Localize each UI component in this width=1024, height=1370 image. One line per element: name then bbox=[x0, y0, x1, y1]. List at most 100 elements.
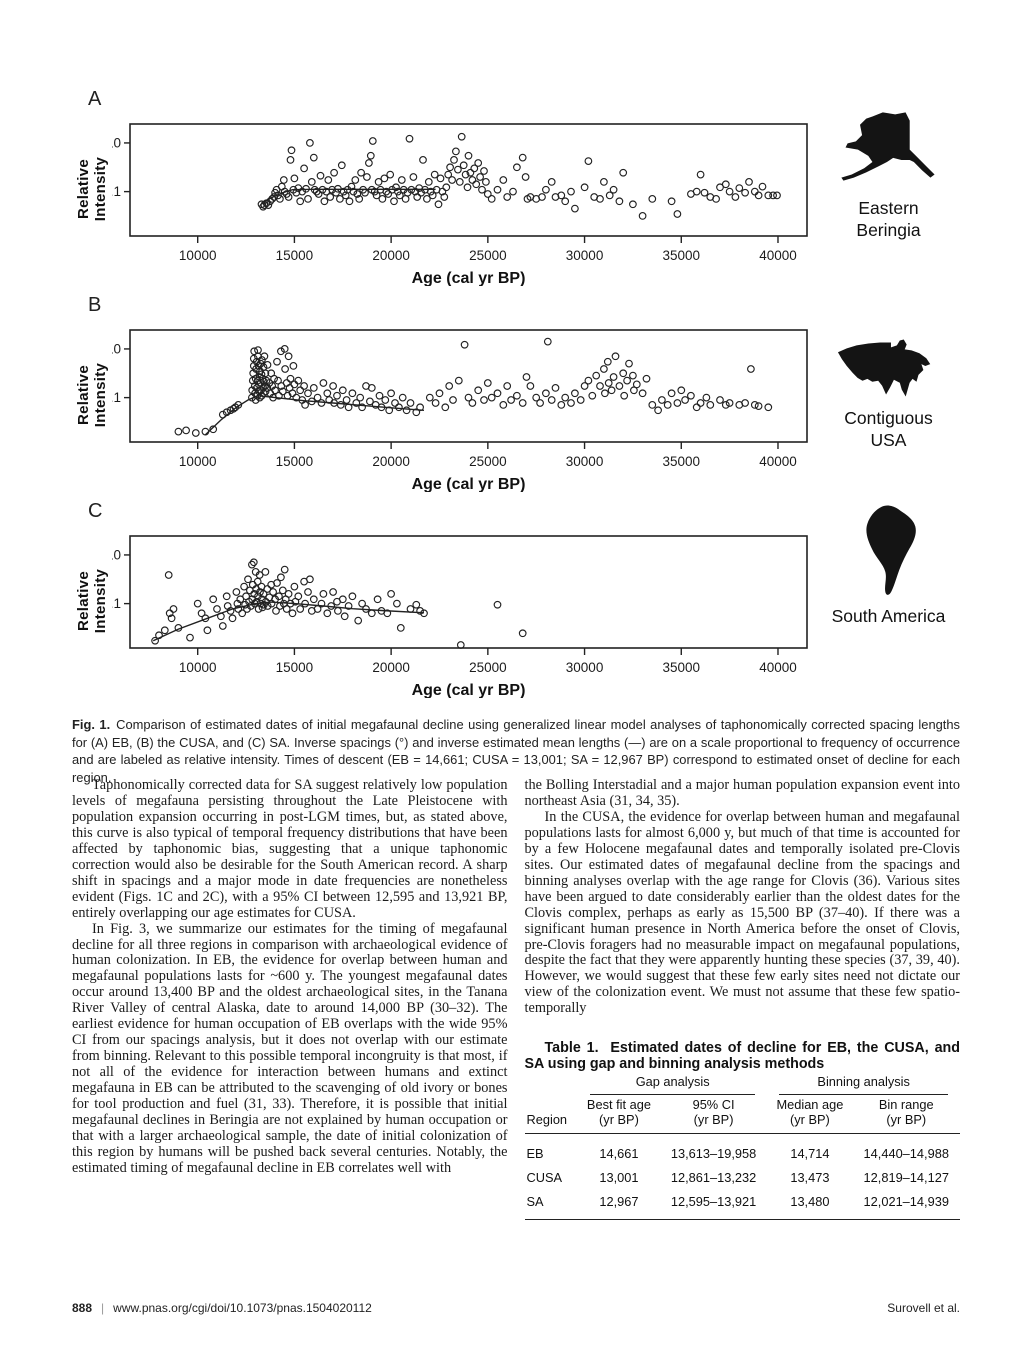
paragraph: In Fig. 3, we summarize our estimates fo… bbox=[72, 920, 508, 1176]
page-number: 888 bbox=[72, 1301, 93, 1315]
table-title-text: Estimated dates of decline for EB, the C… bbox=[524, 1040, 961, 1073]
svg-text:20000: 20000 bbox=[372, 454, 410, 469]
region-label-contiguous-usa: Contiguous USA bbox=[844, 408, 933, 450]
table-1-grid: Gap analysis Binning analysis Region Bes… bbox=[524, 1073, 961, 1221]
map-col-c: South America bbox=[817, 500, 960, 702]
y-axis-label-c: Relative Intensity bbox=[75, 568, 109, 634]
paragraph: In the CUSA, the evidence for overlap be… bbox=[524, 808, 961, 1017]
cell-best-fit: 12,967 bbox=[578, 1189, 660, 1221]
y-axis-label-wrap-a: Relative Intensity bbox=[72, 88, 112, 290]
panel-letter-c: C bbox=[88, 500, 103, 522]
svg-text:40000: 40000 bbox=[759, 248, 797, 263]
svg-text:35000: 35000 bbox=[662, 248, 700, 263]
svg-text:0.1: 0.1 bbox=[112, 184, 121, 199]
cell-median: 13,473 bbox=[790, 1169, 830, 1185]
contiguous-usa-map-icon bbox=[837, 339, 930, 397]
svg-text:0.1: 0.1 bbox=[112, 390, 121, 405]
table-1: Table 1. Estimated dates of decline for … bbox=[524, 1040, 961, 1221]
table-label: Table 1. bbox=[544, 1040, 599, 1057]
svg-text:Age (cal yr BP): Age (cal yr BP) bbox=[412, 682, 526, 698]
paragraph: the Bolling Interstadial and a major hum… bbox=[524, 777, 961, 809]
panel-letter-b: B bbox=[88, 294, 102, 316]
figure-caption: Fig. 1. Comparison of estimated dates of … bbox=[72, 716, 960, 787]
svg-text:10000: 10000 bbox=[179, 454, 217, 469]
south-america-map-icon bbox=[865, 505, 916, 595]
cell-region: EB bbox=[526, 1145, 544, 1161]
table-title: Table 1. Estimated dates of decline for … bbox=[524, 1040, 961, 1073]
svg-text:Age (cal yr BP): Age (cal yr BP) bbox=[412, 476, 526, 492]
table-group-gap-analysis: Gap analysis bbox=[578, 1073, 767, 1096]
y-axis-label-wrap-c: Relative Intensity bbox=[72, 500, 112, 702]
svg-text:20000: 20000 bbox=[372, 660, 410, 675]
col-header-best-fit-age: Best fit age (yr BP) bbox=[578, 1096, 660, 1135]
chart-col-c: 10 0.1 10000 15000 20000 25000 30000 35000 40000… bbox=[112, 500, 817, 702]
scatter-plot-contiguous-usa: 10 0.1 10000 15000 20000 25000 30000 35000 40000… bbox=[112, 329, 808, 492]
table-group-header-row: Gap analysis Binning analysis bbox=[525, 1073, 961, 1096]
cell-bin-range: 12,021–14,939 bbox=[852, 1189, 960, 1221]
svg-text:Age (cal yr BP): Age (cal yr BP) bbox=[412, 270, 526, 286]
table-group-binning-analysis: Binning analysis bbox=[767, 1073, 960, 1096]
svg-text:25000: 25000 bbox=[469, 248, 507, 263]
region-label-eastern-beringia: Eastern Beringia bbox=[856, 198, 921, 240]
svg-text:10: 10 bbox=[112, 341, 121, 356]
figure-caption-text: Comparison of estimated dates of initial… bbox=[72, 717, 960, 786]
svg-text:15000: 15000 bbox=[276, 660, 314, 675]
footer-authors: Surovell et al. bbox=[887, 1301, 960, 1315]
svg-text:20000: 20000 bbox=[372, 248, 410, 263]
scatter-plot-eastern-beringia: 10 0.1 10000 15000 20000 25000 30000 35000 40000… bbox=[112, 123, 808, 286]
cell-region: SA bbox=[524, 1189, 579, 1221]
cell-ci: 12,595–13,921 bbox=[659, 1189, 768, 1221]
cell-best-fit: 14,661 bbox=[599, 1145, 639, 1161]
svg-text:40000: 40000 bbox=[759, 454, 797, 469]
cell-median: 14,714 bbox=[790, 1145, 830, 1161]
chart-col-a: 10 0.1 10000 15000 20000 25000 30000 35000 40000… bbox=[112, 88, 817, 290]
y-axis-label-wrap-b: Relative Intensity bbox=[72, 294, 112, 496]
svg-text:15000: 15000 bbox=[276, 454, 314, 469]
figure-caption-label: Fig. 1. bbox=[72, 717, 111, 732]
article-body: Taphonomically corrected data for SA sug… bbox=[72, 777, 961, 1221]
figure-panel-a: A Relative Intensity 10 0.1 10000 15000 2000… bbox=[72, 88, 960, 290]
table-row: EB 14,661 13,613–19,958 14,714 14,440–14… bbox=[525, 1134, 961, 1166]
map-col-a: Eastern Beringia bbox=[817, 88, 960, 290]
col-header-median-age: Median age (yr BP) bbox=[767, 1096, 853, 1135]
alaska-map-icon bbox=[840, 112, 935, 181]
col-header-region: Region bbox=[524, 1096, 579, 1135]
left-column: Taphonomically corrected data for SA sug… bbox=[72, 777, 508, 1220]
cell-region: CUSA bbox=[526, 1169, 563, 1185]
cell-ci: 12,861–13,232 bbox=[670, 1169, 757, 1185]
svg-text:10: 10 bbox=[112, 135, 121, 150]
cell-median: 13,480 bbox=[767, 1189, 853, 1221]
svg-text:10000: 10000 bbox=[179, 248, 217, 263]
table-row: SA 12,967 12,595–13,921 13,480 12,021–14… bbox=[524, 1189, 960, 1221]
map-col-b: Contiguous USA bbox=[817, 294, 960, 496]
cell-ci: 13,613–19,958 bbox=[670, 1145, 757, 1161]
svg-text:25000: 25000 bbox=[469, 660, 507, 675]
panel-letter-a: A bbox=[88, 88, 102, 110]
figure-panel-c: C Relative Intensity 10 0.1 10000 15000 2000… bbox=[72, 500, 960, 702]
cell-bin-range: 14,440–14,988 bbox=[863, 1145, 949, 1161]
y-axis-label-a: Relative Intensity bbox=[75, 156, 109, 222]
paragraph: Taphonomically corrected data for SA sug… bbox=[72, 777, 508, 921]
footer-separator: | bbox=[101, 1301, 105, 1315]
region-label-south-america: South America bbox=[831, 606, 946, 626]
table-group-empty bbox=[525, 1073, 579, 1096]
footer-doi: www.pnas.org/cgi/doi/10.1073/pnas.150402… bbox=[113, 1301, 372, 1315]
right-column: the Bolling Interstadial and a major hum… bbox=[524, 777, 961, 1221]
svg-text:10000: 10000 bbox=[179, 660, 217, 675]
svg-text:10: 10 bbox=[112, 547, 121, 562]
chart-col-b: 10 0.1 10000 15000 20000 25000 30000 35000 40000… bbox=[112, 294, 817, 496]
svg-text:15000: 15000 bbox=[276, 248, 314, 263]
svg-text:30000: 30000 bbox=[566, 454, 604, 469]
scatter-plot-south-america: 10 0.1 10000 15000 20000 25000 30000 35000 40000… bbox=[112, 535, 808, 698]
figure-1: A Relative Intensity 10 0.1 10000 15000 2000… bbox=[72, 88, 960, 706]
svg-text:0.1: 0.1 bbox=[112, 596, 121, 611]
col-header-bin-range: Bin range (yr BP) bbox=[852, 1096, 960, 1135]
table-row: CUSA 13,001 12,861–13,232 13,473 12,819–… bbox=[525, 1165, 961, 1189]
svg-text:30000: 30000 bbox=[566, 248, 604, 263]
svg-text:30000: 30000 bbox=[566, 660, 604, 675]
svg-text:35000: 35000 bbox=[662, 454, 700, 469]
table-column-header-row: Region Best fit age (yr BP) 95% CI (yr BP)… bbox=[524, 1096, 960, 1135]
cell-bin-range: 12,819–14,127 bbox=[863, 1169, 949, 1185]
svg-text:35000: 35000 bbox=[662, 660, 700, 675]
